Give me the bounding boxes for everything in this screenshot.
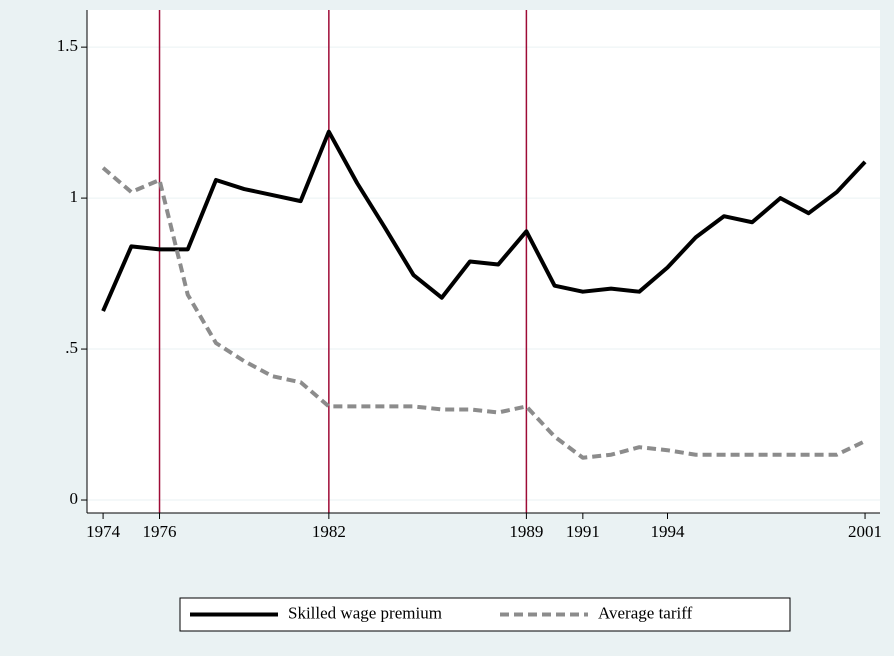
x-tick-label: 1994 [650, 522, 685, 541]
y-tick-label: .5 [65, 338, 78, 357]
x-tick-label: 1982 [312, 522, 346, 541]
x-tick-label: 1989 [509, 522, 543, 541]
series-line [101, 129, 867, 312]
legend-label: Average tariff [598, 603, 693, 622]
x-tick-label: 1991 [566, 522, 600, 541]
legend-box [179, 597, 791, 632]
x-tick-label: 1974 [86, 522, 121, 541]
legend-label: Skilled wage premium [288, 603, 442, 622]
x-tick-label: 2001 [848, 522, 882, 541]
x-tick-label: 1976 [143, 522, 177, 541]
series-line [101, 166, 866, 460]
y-tick-label: 0 [70, 489, 79, 508]
y-tick-label: 1.5 [57, 36, 78, 55]
y-tick-label: 1 [70, 187, 79, 206]
